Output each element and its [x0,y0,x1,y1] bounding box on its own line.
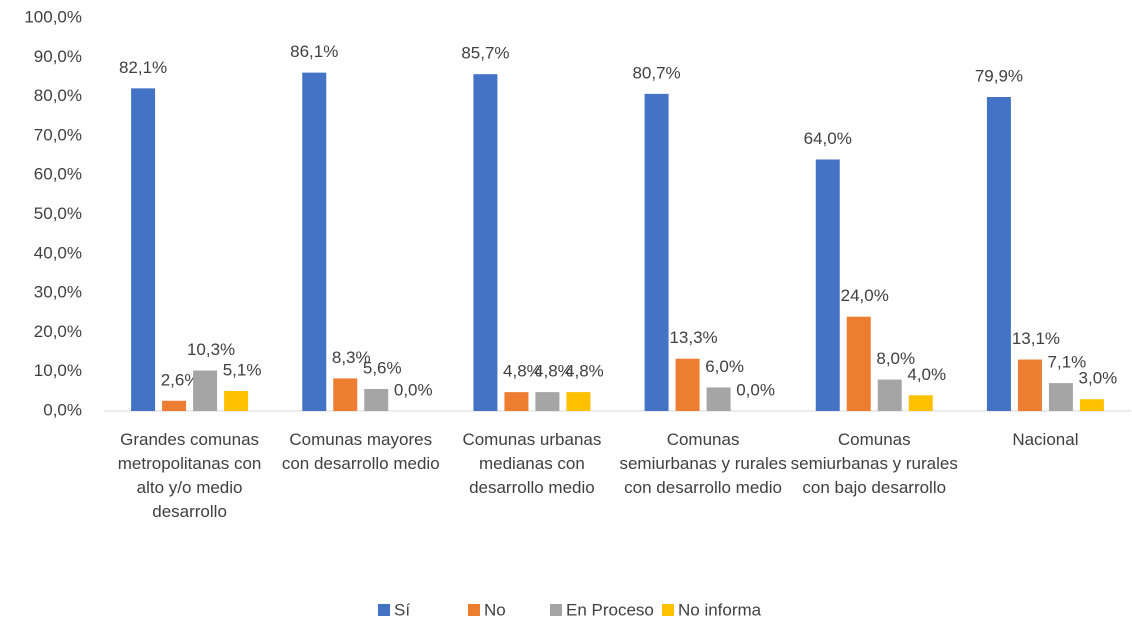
bar [162,400,187,411]
bar [364,388,389,411]
legend-swatch [662,604,674,616]
y-tick-label: 80,0% [34,86,82,105]
y-tick-label: 60,0% [34,165,82,184]
x-tick-label: Comunas semiurbanas y rurales con bajo d… [790,430,958,497]
bar [908,395,933,411]
y-tick-label: 90,0% [34,47,82,66]
data-label: 3,0% [1079,369,1118,388]
bar [566,392,591,411]
data-label: 8,0% [876,349,915,368]
data-label: 5,6% [363,358,402,377]
data-label: 5,1% [223,360,262,379]
data-label: 0,0% [394,380,433,399]
y-tick-label: 0,0% [43,400,82,419]
data-label: 4,8% [565,362,604,381]
bar [1048,383,1073,411]
data-label: 79,9% [975,66,1023,85]
y-tick-label: 100,0% [24,7,82,26]
legend-swatch [550,604,562,616]
x-tick-label: Comunas semiurbanas y rurales con desarr… [619,430,787,497]
bar [224,390,249,411]
bar [846,316,871,411]
x-tick-label: Comunas urbanas medianas con desarrollo … [462,430,602,497]
data-label: 4,8% [503,362,542,381]
bar [815,159,840,411]
bar [877,379,902,411]
bar [193,370,218,411]
data-label: 13,1% [1012,329,1060,348]
data-label: 7,1% [1048,353,1087,372]
data-label: 6,0% [705,357,744,376]
data-label: 10,3% [187,340,235,359]
data-label: 82,1% [119,58,167,77]
legend-label: No [484,600,506,619]
legend-swatch [378,604,390,616]
x-tick-label: Grandes comunas metropolitanas con alto … [117,430,262,521]
data-label: 80,7% [632,63,680,82]
bar [706,387,731,411]
y-tick-label: 50,0% [34,204,82,223]
y-tick-label: 10,0% [34,361,82,380]
data-label: 13,3% [669,328,717,347]
x-tick-label: Nacional [1012,430,1079,449]
data-label: 86,1% [290,42,338,61]
bar [131,88,156,412]
bar [535,392,560,411]
data-label: 4,8% [534,362,573,381]
bar [644,93,669,411]
data-label: 8,3% [332,348,371,367]
legend-label: Sí [394,600,410,619]
bar [675,358,700,411]
legend-label: No informa [678,600,762,619]
bar [1017,359,1042,411]
bar [473,74,498,411]
data-label: 64,0% [804,129,852,148]
bar [1079,399,1104,411]
legend-label: En Proceso [566,600,654,619]
data-label: 4,0% [907,365,946,384]
y-tick-label: 40,0% [34,243,82,262]
legend-swatch [468,604,480,616]
y-tick-label: 70,0% [34,125,82,144]
y-tick-label: 30,0% [34,283,82,302]
bar [333,378,358,411]
bar [504,392,529,411]
data-label: 2,6% [161,370,200,389]
data-label: 85,7% [461,44,509,63]
data-label: 0,0% [736,380,775,399]
bar [302,72,327,411]
y-tick-label: 20,0% [34,322,82,341]
data-label: 24,0% [841,286,889,305]
x-tick-label: Comunas mayores con desarrollo medio [281,430,440,473]
bar [986,96,1011,412]
